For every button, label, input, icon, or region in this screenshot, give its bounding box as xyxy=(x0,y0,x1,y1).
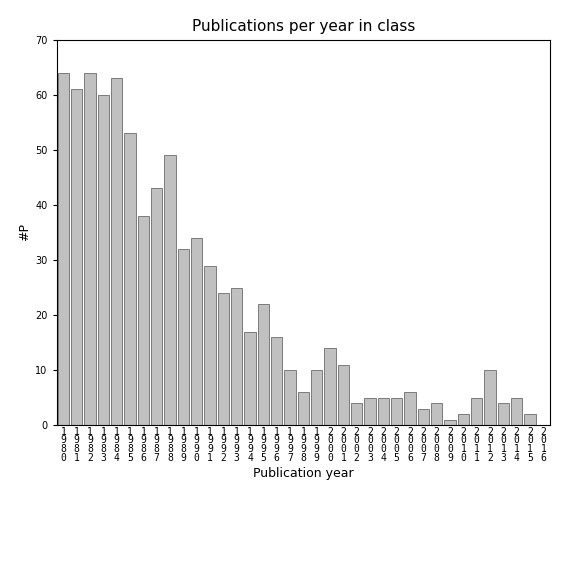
Bar xyxy=(218,293,229,425)
Bar xyxy=(84,73,96,425)
Bar xyxy=(164,155,176,425)
Bar xyxy=(458,414,469,425)
Bar xyxy=(191,238,202,425)
Y-axis label: #P: #P xyxy=(18,223,31,242)
Bar xyxy=(378,397,389,425)
Bar xyxy=(58,73,69,425)
Bar xyxy=(431,403,442,425)
Bar xyxy=(177,249,189,425)
Bar xyxy=(271,337,282,425)
Bar xyxy=(111,78,122,425)
Bar xyxy=(98,95,109,425)
Bar xyxy=(244,332,256,425)
Bar xyxy=(298,392,309,425)
Bar xyxy=(404,392,416,425)
Bar xyxy=(311,370,323,425)
Bar xyxy=(71,89,82,425)
Bar xyxy=(511,397,522,425)
Bar xyxy=(284,370,295,425)
Bar xyxy=(471,397,483,425)
Bar xyxy=(324,348,336,425)
Bar xyxy=(138,216,149,425)
Bar xyxy=(524,414,536,425)
Bar xyxy=(391,397,403,425)
Bar xyxy=(257,304,269,425)
Bar xyxy=(351,403,362,425)
Bar xyxy=(418,409,429,425)
Bar xyxy=(365,397,376,425)
Bar xyxy=(498,403,509,425)
Bar xyxy=(231,287,242,425)
Bar xyxy=(124,133,136,425)
Bar xyxy=(204,265,215,425)
Bar xyxy=(445,420,456,425)
Bar xyxy=(484,370,496,425)
Bar xyxy=(338,365,349,425)
X-axis label: Publication year: Publication year xyxy=(253,467,354,480)
Title: Publications per year in class: Publications per year in class xyxy=(192,19,415,35)
Bar xyxy=(151,188,162,425)
